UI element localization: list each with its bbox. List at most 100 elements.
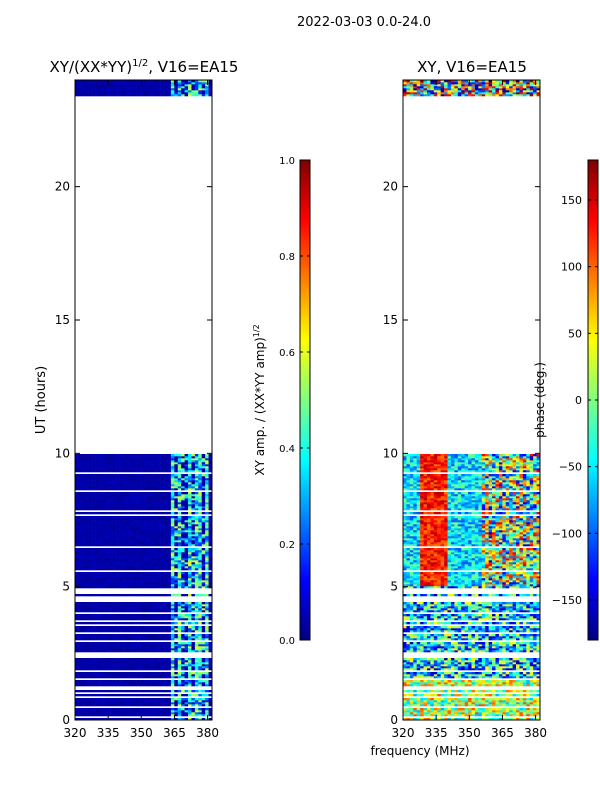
left-heatmap-cell: [98, 680, 103, 683]
left-heatmap-cell: [133, 530, 137, 533]
left-heatmap-cell: [112, 648, 117, 651]
left-heatmap-cell: [98, 668, 103, 671]
left-heatmap-cell: [126, 504, 131, 507]
left-heatmap-cell: [95, 506, 100, 509]
left-heatmap-cell: [78, 474, 83, 477]
left-heatmap-cell: [136, 642, 141, 645]
left-heatmap-cell: [92, 690, 96, 693]
left-heatmap-cell: [102, 488, 107, 491]
left-heatmap-cell: [164, 606, 168, 609]
left-heatmap-cell: [95, 614, 100, 617]
left-heatmap-cell: [129, 672, 134, 675]
left-heatmap-cell: [98, 478, 103, 481]
left-heatmap-cell: [81, 454, 86, 457]
left-heatmap-cell: [78, 660, 83, 663]
left-heatmap-cell: [181, 594, 185, 597]
left-heatmap-cell: [126, 566, 131, 569]
right-heatmap-cell: [464, 700, 469, 703]
left-heatmap-cell: [201, 674, 206, 677]
left-heatmap-cell: [105, 594, 110, 597]
right-heatmap-cell: [437, 700, 441, 703]
left-heatmap-cell: [201, 84, 206, 87]
left-heatmap-cell: [174, 456, 179, 459]
left-heatmap-cell: [116, 476, 120, 479]
left-heatmap-cell: [153, 520, 158, 523]
left-heatmap-cell: [102, 542, 107, 545]
left-heatmap-cell: [201, 534, 206, 537]
left-heatmap-cell: [146, 528, 151, 531]
left-heatmap-cell: [188, 534, 192, 537]
left-heatmap-cell: [119, 578, 124, 581]
left-heatmap-cell: [198, 582, 203, 585]
left-heatmap-cell: [129, 714, 134, 717]
left-heatmap-cell: [136, 82, 141, 85]
right-heatmap-cell: [529, 700, 534, 703]
left-heatmap-cell: [167, 492, 172, 495]
left-heatmap-cell: [78, 554, 83, 557]
left-heatmap-cell: [75, 690, 79, 693]
left-heatmap-cell: [85, 710, 89, 713]
left-heatmap-cell: [133, 528, 137, 531]
left-heatmap-cell: [78, 568, 83, 571]
left-heatmap-cell: [140, 560, 144, 563]
left-heatmap-cell: [109, 92, 113, 95]
left-heatmap-cell: [201, 606, 206, 609]
left-heatmap-cell: [198, 584, 203, 587]
left-heatmap-cell: [136, 466, 141, 469]
left-heatmap-cell: [174, 668, 179, 671]
left-heatmap-cell: [170, 694, 175, 697]
left-heatmap-cell: [126, 94, 131, 97]
left-heatmap-cell: [191, 630, 196, 633]
left-heatmap-cell: [198, 672, 203, 675]
left-heatmap-cell: [198, 526, 203, 529]
left-heatmap-cell: [191, 622, 196, 625]
left-heatmap-cell: [146, 536, 151, 539]
left-heatmap-cell: [174, 458, 179, 461]
left-heatmap-cell: [78, 644, 83, 647]
left-heatmap-cell: [174, 644, 179, 647]
left-heatmap-cell: [98, 80, 103, 83]
left-heatmap-cell: [112, 496, 117, 499]
left-heatmap-cell: [191, 646, 196, 649]
right-heatmap-cell: [409, 718, 414, 720]
left-heatmap-cell: [184, 552, 189, 555]
left-heatmap-cell: [85, 638, 89, 641]
left-heatmap-cell: [153, 638, 158, 641]
left-colorbar-label: XY amp. / (XX*YY amp)1/2: [252, 324, 267, 475]
left-heatmap-cell: [184, 88, 189, 91]
left-heatmap-cell: [208, 550, 212, 553]
left-heatmap-cell: [122, 712, 127, 715]
left-heatmap-cell: [167, 540, 172, 543]
left-heatmap-cell: [194, 668, 199, 671]
left-heatmap-cell: [119, 614, 124, 617]
left-heatmap-cell: [133, 482, 137, 485]
left-heatmap-cell: [167, 574, 172, 577]
left-heatmap-cell: [126, 602, 131, 605]
left-heatmap-cell: [122, 568, 127, 571]
left-heatmap-cell: [105, 576, 110, 579]
left-heatmap-cell: [81, 92, 86, 95]
left-heatmap-cell: [208, 694, 212, 697]
left-heatmap-cell: [140, 660, 144, 663]
left-heatmap-cell: [208, 606, 212, 609]
left-heatmap-cell: [194, 498, 199, 501]
left-heatmap-cell: [112, 90, 117, 93]
left-heatmap-cell: [116, 496, 120, 499]
left-heatmap-cell: [109, 542, 113, 545]
left-heatmap-cell: [126, 524, 131, 527]
left-heatmap-cell: [129, 548, 134, 551]
left-heatmap-cell: [119, 94, 124, 97]
right-heatmap-cell: [529, 718, 534, 720]
left-heatmap-cell: [119, 548, 124, 551]
left-heatmap-cell: [201, 608, 206, 611]
left-heatmap-cell: [109, 532, 113, 535]
left-heatmap-cell: [184, 622, 189, 625]
left-heatmap-cell: [81, 638, 86, 641]
left-heatmap-cell: [167, 634, 172, 637]
left-heatmap-cell: [201, 672, 206, 675]
left-heatmap-cell: [133, 650, 137, 653]
left-heatmap-cell: [95, 594, 100, 597]
left-heatmap-cell: [92, 578, 96, 581]
left-heatmap-cell: [112, 504, 117, 507]
left-heatmap-cell: [119, 680, 124, 683]
